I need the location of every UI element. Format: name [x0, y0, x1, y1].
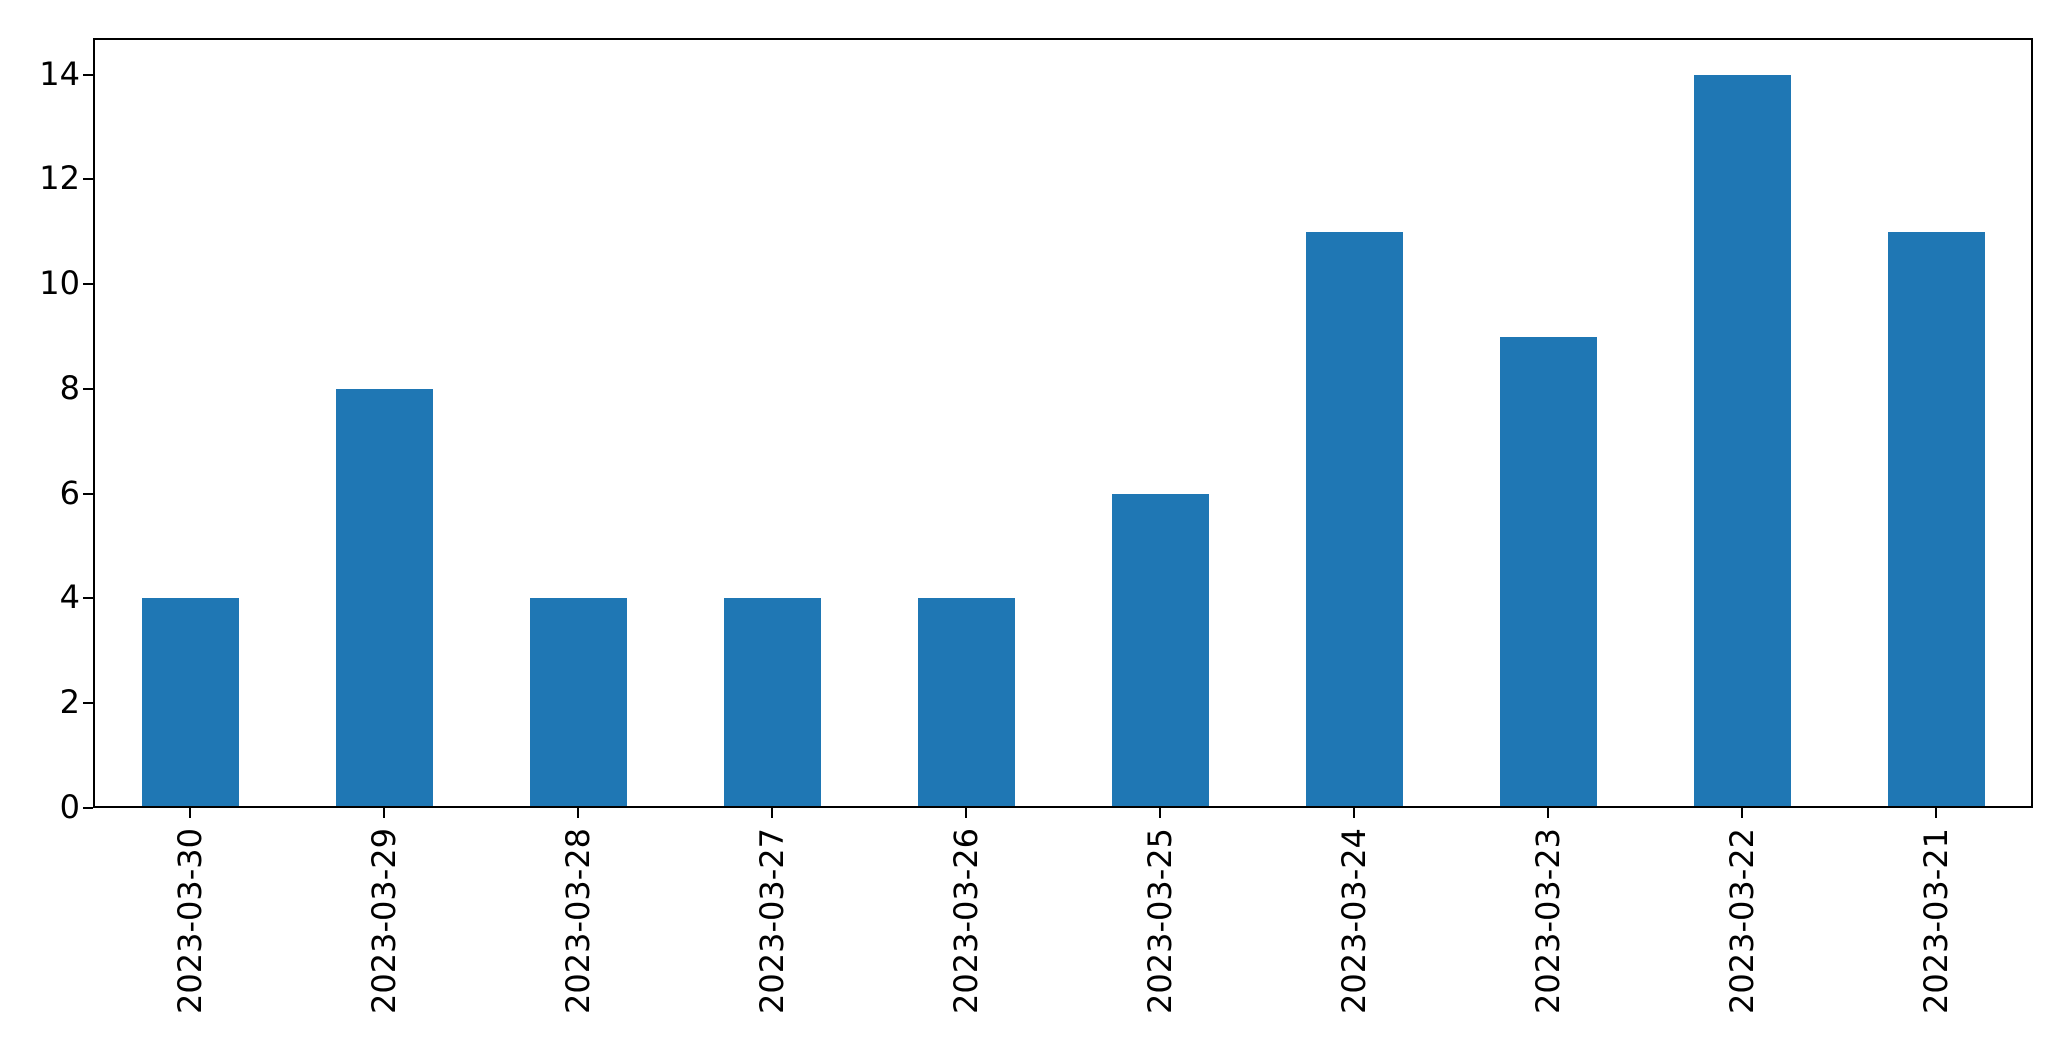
bar [1305, 231, 1403, 808]
x-tick-mark [965, 808, 967, 818]
x-tick-label: 2023-03-26 [947, 828, 985, 1014]
x-tick-mark [577, 808, 579, 818]
bar [1499, 336, 1597, 808]
x-tick-label: 2023-03-30 [171, 828, 209, 1014]
y-tick-mark [83, 178, 93, 181]
x-tick-mark [1547, 808, 1549, 818]
bar [529, 598, 627, 808]
x-tick-label: 2023-03-25 [1141, 828, 1179, 1014]
x-tick-mark [383, 808, 385, 818]
x-tick-label: 2023-03-21 [1917, 828, 1955, 1014]
y-tick-label: 4 [59, 578, 80, 617]
y-tick-label: 0 [59, 788, 80, 826]
x-tick-label: 2023-03-28 [559, 828, 597, 1014]
y-tick-label: 6 [59, 473, 80, 512]
x-tick-label: 2023-03-23 [1529, 828, 1567, 1014]
y-tick-label: 8 [59, 368, 80, 407]
x-tick-mark [189, 808, 191, 818]
y-tick-mark [83, 807, 93, 809]
y-tick-mark [83, 597, 93, 600]
bar [141, 598, 239, 808]
bar [1887, 231, 1985, 808]
y-tick-mark [83, 387, 93, 390]
bar [1111, 493, 1209, 808]
x-tick-label: 2023-03-27 [753, 828, 791, 1014]
y-tick-label: 12 [39, 159, 80, 198]
y-tick-mark [83, 73, 93, 76]
y-tick-mark [83, 702, 93, 705]
x-tick-mark [1741, 808, 1743, 818]
y-tick-label: 14 [39, 54, 80, 93]
x-tick-mark [1159, 808, 1161, 818]
y-tick-label: 10 [39, 264, 80, 303]
y-tick-mark [83, 492, 93, 495]
y-tick-label: 2 [59, 683, 80, 722]
bar [1693, 74, 1791, 808]
x-tick-mark [1935, 808, 1937, 818]
x-tick-label: 2023-03-22 [1723, 828, 1761, 1014]
bar [335, 388, 433, 808]
x-tick-mark [1353, 808, 1355, 818]
y-tick-mark [83, 283, 93, 286]
x-tick-mark [771, 808, 773, 818]
x-tick-label: 2023-03-24 [1335, 828, 1373, 1014]
plot-area [93, 38, 2033, 808]
bar [723, 598, 821, 808]
bar [917, 598, 1015, 808]
x-tick-label: 2023-03-29 [365, 828, 403, 1014]
